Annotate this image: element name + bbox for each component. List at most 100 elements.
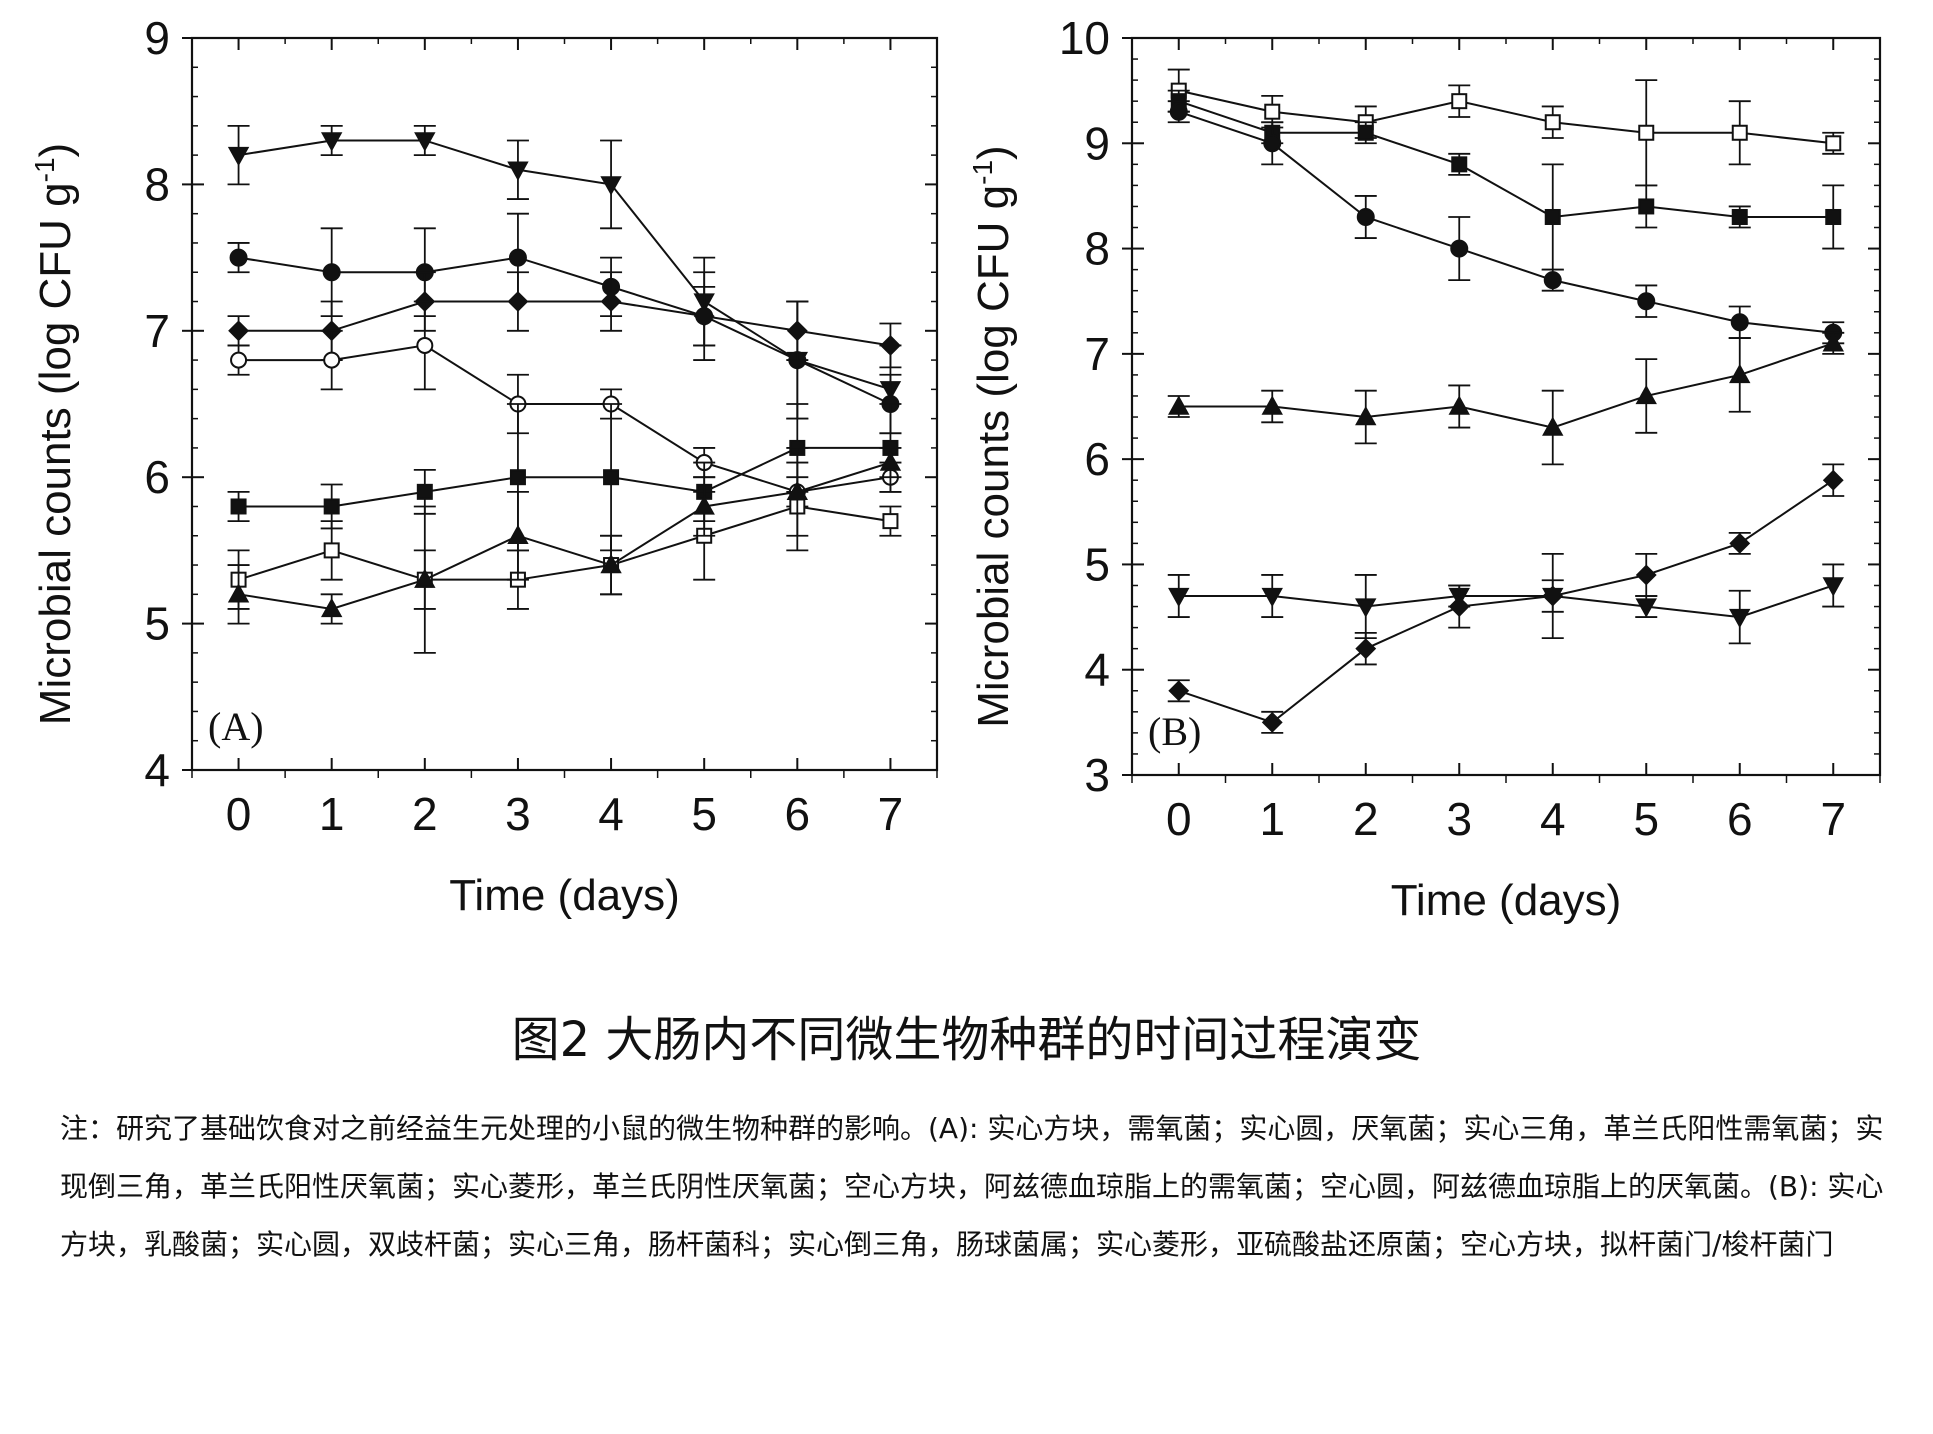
panel-a-data-point xyxy=(693,305,715,327)
panel-b-data-point xyxy=(1638,124,1655,141)
panel-a-xlabel: Time (days) xyxy=(449,871,680,920)
panel-b-data-point xyxy=(1638,198,1655,215)
panel-b-data-point xyxy=(1544,114,1561,131)
panel-b-ytick-label: 4 xyxy=(1084,644,1110,696)
panel-a-series-line xyxy=(238,344,891,493)
panel-a-ytick-label: 9 xyxy=(144,12,170,64)
panel-a-data-point xyxy=(228,320,249,342)
panel-a-series-tri-up xyxy=(227,447,902,625)
panel-b-ytick-label: 5 xyxy=(1084,538,1110,590)
panel-a-data-point xyxy=(507,524,529,544)
panel-a-xtick-label: 0 xyxy=(226,788,252,840)
panel-b-ytick-label: 7 xyxy=(1084,328,1110,380)
panel-a-data-point xyxy=(322,263,341,282)
panel-a-data-point xyxy=(230,351,248,369)
figure-note: 注：研究了基础饮食对之前经益生元处理的小鼠的微生物种群的影响。(A): 实心方块… xyxy=(60,1112,1884,1261)
panel-a-data-point xyxy=(600,553,622,574)
panel-b-data-point xyxy=(1635,564,1657,586)
panel-b-data-point xyxy=(1543,271,1562,290)
panel-b-data-point xyxy=(1261,711,1283,733)
figure: 4 5 6 7 8 9 0 1 2 3 4 5 6 7 Time (days) Microbial count… xyxy=(29,12,1882,925)
chart-svg: 4 5 6 7 8 9 0 1 2 3 4 5 6 7 Time (days) Microbial count… xyxy=(29,12,1882,925)
panel-b-data-point xyxy=(1357,124,1374,141)
panel-a-data-point xyxy=(786,480,809,501)
panel-a-data-point xyxy=(786,320,808,342)
panel-a-data-point xyxy=(414,568,436,588)
panel-a-data-point xyxy=(416,483,433,500)
figure-title: 图2 大肠内不同微生物种群的时间过程演变 xyxy=(511,1012,1422,1068)
panel-b-ytick-label: 10 xyxy=(1059,12,1110,64)
panel-b-series-tri-up xyxy=(1167,331,1845,466)
panel-a-series-line xyxy=(238,446,891,508)
panel-a-data-point xyxy=(693,495,715,515)
panel-b-data-point xyxy=(1730,313,1749,332)
panel-b-series-line xyxy=(1178,342,1834,429)
panel-a-data-point xyxy=(508,248,527,267)
panel-a-series-line xyxy=(238,256,891,405)
panel-b-xtick-label: 2 xyxy=(1353,793,1379,845)
panel-b-data-point xyxy=(1731,124,1748,141)
panel-a-panel-label: (A) xyxy=(208,704,264,749)
panel-b-data-point xyxy=(1542,416,1564,436)
panel-b-panel-label: (B) xyxy=(1148,709,1201,754)
panel-a-xtick-label: 6 xyxy=(785,788,811,840)
panel-b-data-point xyxy=(1731,208,1748,225)
panel-b-data-point xyxy=(1822,332,1844,352)
panel-a-data-point xyxy=(323,542,340,559)
panel-b-data-point xyxy=(1542,585,1564,607)
panel-a-data-point xyxy=(416,336,434,354)
panel-a-data-point xyxy=(507,161,529,181)
panel-a-xtick-label: 1 xyxy=(319,788,345,840)
panel-b-ytick-label: 6 xyxy=(1084,433,1110,485)
panel-b-ytick-label: 8 xyxy=(1084,223,1110,275)
panel-b-data-point xyxy=(1448,596,1470,617)
panel-b-series-line xyxy=(1178,89,1834,145)
panel-a-data-point xyxy=(880,335,901,356)
panel-a-data-point xyxy=(879,451,902,471)
panel-b-data-point xyxy=(1637,292,1656,311)
panel-b-series-line xyxy=(1178,110,1834,334)
panel-b-series-line xyxy=(1178,479,1834,724)
panel-a-data-point xyxy=(414,132,436,152)
panel-b-data-point xyxy=(1635,384,1657,405)
panel-b-data-point xyxy=(1729,608,1751,629)
panel-a-ylabel: Microbial counts (log CFU g-1) xyxy=(29,143,80,725)
panel-b-data-point xyxy=(1451,156,1468,173)
panel-b-series-diamond xyxy=(1167,463,1845,734)
panel-b-ytick-label: 3 xyxy=(1084,749,1110,801)
panel-b-data-point xyxy=(1825,135,1842,152)
panel-a-xtick-label: 3 xyxy=(505,788,531,840)
panel-b-data-point xyxy=(1355,638,1377,660)
panel-b-data-point xyxy=(1355,598,1377,618)
panel-b-data-point xyxy=(1450,239,1469,258)
panel-a-xtick-label: 7 xyxy=(878,788,904,840)
panel-a-data-point xyxy=(229,248,248,267)
panel-a-data-point xyxy=(323,498,340,515)
panel-a-data-point xyxy=(603,469,620,486)
panel-a-series-line xyxy=(238,300,891,347)
panel-b-data-point xyxy=(1729,532,1751,554)
panel-b-xtick-label: 1 xyxy=(1259,793,1285,845)
panel-b-ylabel: Microbial counts (log CFU g-1) xyxy=(967,145,1018,727)
panel-b-data-point xyxy=(1448,395,1470,415)
panel-a-data-point xyxy=(507,291,529,312)
panel-b-xtick-label: 5 xyxy=(1633,793,1659,845)
panel-b-xtick-label: 0 xyxy=(1166,793,1192,845)
panel-b-data-point xyxy=(1168,587,1190,608)
panel-b-series-line xyxy=(1178,584,1834,619)
panel-b-data-point xyxy=(1544,208,1561,225)
panel-b-xlabel: Time (days) xyxy=(1391,876,1622,925)
panel-b-data-point xyxy=(1261,587,1283,608)
panel-b-xtick-label: 4 xyxy=(1540,793,1566,845)
panel-a-series-line xyxy=(238,461,891,610)
panel-a-series-diamond xyxy=(227,271,902,369)
panel-b-data-point xyxy=(1355,405,1377,426)
panel-b-xtick-label: 7 xyxy=(1820,793,1846,845)
panel-b-data-point xyxy=(1451,93,1468,110)
panel-a-data-point xyxy=(600,176,622,196)
panel-b-series-tri-down xyxy=(1167,553,1845,645)
panel-b-data-point xyxy=(1264,103,1281,120)
panel-b-data-point xyxy=(1729,363,1751,384)
panel-a-data-point xyxy=(227,146,250,167)
panel-a-data-point xyxy=(600,291,622,312)
